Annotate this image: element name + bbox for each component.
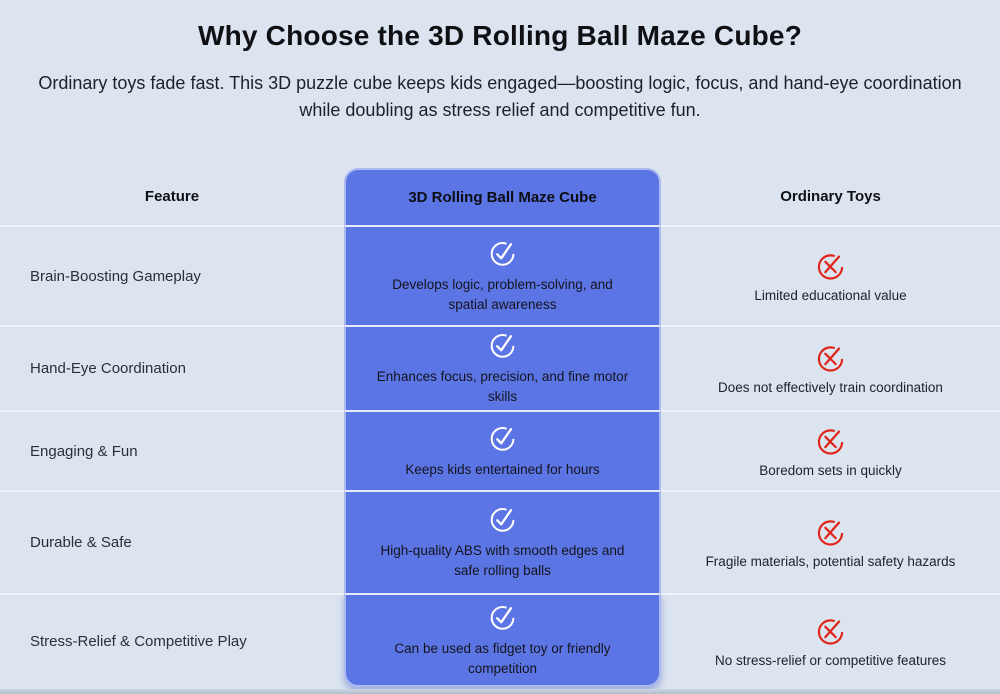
column-header-feature: Feature: [144, 188, 200, 205]
check-circle-icon: [488, 602, 518, 632]
product-cell: Develops logic, problem-solving, and spa…: [344, 225, 661, 325]
check-circle-icon: [488, 238, 518, 268]
feature-label: Engaging & Fun: [0, 410, 344, 490]
ordinary-cell: Boredom sets in quickly: [661, 410, 1000, 490]
hero-section: Why Choose the 3D Rolling Ball Maze Cube…: [0, 0, 1000, 168]
check-circle-icon: [488, 423, 518, 453]
bottom-edge-divider: [0, 689, 1000, 694]
cross-circle-icon: [815, 342, 847, 374]
ordinary-cell: Does not effectively train coordination: [661, 325, 1000, 410]
product-benefit-text: Enhances focus, precision, and fine moto…: [376, 369, 629, 404]
comparison-table: Feature 3D Rolling Ball Maze Cube Ordina…: [0, 168, 1000, 687]
product-benefit-text: Develops logic, problem-solving, and spa…: [392, 276, 613, 312]
check-circle-icon: [488, 330, 518, 360]
product-benefit-text: Can be used as fidget toy or friendly co…: [394, 640, 611, 676]
feature-label: Durable & Safe: [0, 490, 344, 593]
cross-circle-icon: [815, 425, 847, 457]
ordinary-drawback-text: Limited educational value: [754, 287, 907, 303]
column-header-product: 3D Rolling Ball Maze Cube: [344, 168, 661, 225]
page-subtitle: Ordinary toys fade fast. This 3D puzzle …: [38, 73, 962, 120]
ordinary-drawback-text: Does not effectively train coordination: [718, 380, 943, 395]
cross-circle-icon: [815, 250, 847, 282]
feature-label: Brain-Boosting Gameplay: [0, 225, 344, 325]
check-circle-icon: [488, 504, 518, 534]
product-cell: Can be used as fidget toy or friendly co…: [344, 593, 661, 687]
ordinary-cell: Fragile materials, potential safety haza…: [661, 490, 1000, 593]
ordinary-cell: Limited educational value: [661, 225, 1000, 325]
page-title: Why Choose the 3D Rolling Ball Maze Cube…: [197, 20, 803, 51]
ordinary-drawback-text: Fragile materials, potential safety haza…: [705, 554, 956, 569]
feature-label: Hand-Eye Coordination: [0, 325, 344, 410]
ordinary-drawback-text: Boredom sets in quickly: [759, 462, 902, 478]
product-cell: High-quality ABS with smooth edges and s…: [344, 490, 661, 593]
cross-circle-icon: [815, 615, 847, 647]
ordinary-drawback-text: No stress-relief or competitive features: [714, 652, 947, 668]
column-header-ordinary: Ordinary Toys: [780, 188, 881, 205]
cross-circle-icon: [815, 516, 847, 548]
ordinary-cell: No stress-relief or competitive features: [661, 593, 1000, 687]
product-cell: Enhances focus, precision, and fine moto…: [344, 325, 661, 410]
product-cell: Keeps kids entertained for hours: [344, 410, 661, 490]
product-benefit-text: High-quality ABS with smooth edges and s…: [380, 543, 625, 578]
product-benefit-text: Keeps kids entertained for hours: [405, 461, 600, 477]
feature-label: Stress-Relief & Competitive Play: [0, 593, 344, 687]
